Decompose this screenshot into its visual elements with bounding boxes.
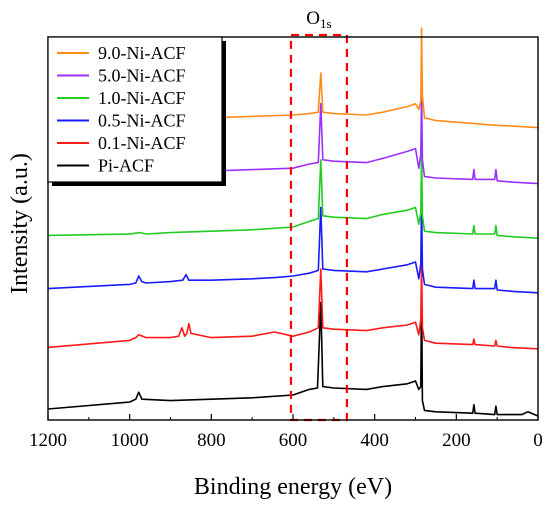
y-axis-title: Intensity (a.u.) [7,153,33,294]
x-tick-label: 1000 [111,430,149,451]
legend-label: 5.0-Ni-ACF [98,66,186,86]
legend-box [47,36,223,183]
series-line-9-0-ni-acf [47,27,539,129]
x-tick-label: 1200 [29,430,67,451]
o1s-label-sub: 1s [320,16,332,31]
series-line-5-0-ni-acf [47,91,539,185]
legend-label: Pi-ACF [98,156,154,176]
x-tick-label: 200 [442,430,471,451]
x-axis-title: Binding energy (eV) [194,474,392,500]
series-line-pi-acf [47,290,539,417]
x-axis-ticks: 1200 1000 800 600 400 200 0 [29,414,543,451]
legend-label: 0.1-Ni-ACF [98,133,186,153]
x-tick-label: 800 [197,430,226,451]
series-layer [47,27,539,417]
o1s-label-main: O [306,8,320,29]
series-line-0-5-ni-acf [47,201,539,294]
legend-label: 1.0-Ni-ACF [98,88,186,108]
x-tick-label: 0 [533,430,543,451]
x-tick-label: 600 [279,430,308,451]
legend-label: 0.5-Ni-ACF [98,111,186,131]
legend-label: 9.0-Ni-ACF [98,43,186,63]
x-tick-label: 400 [360,430,389,451]
series-line-1-0-ni-acf [47,147,539,239]
o1s-label: O1s [306,8,331,31]
series-line-0-1-ni-acf [47,262,539,350]
